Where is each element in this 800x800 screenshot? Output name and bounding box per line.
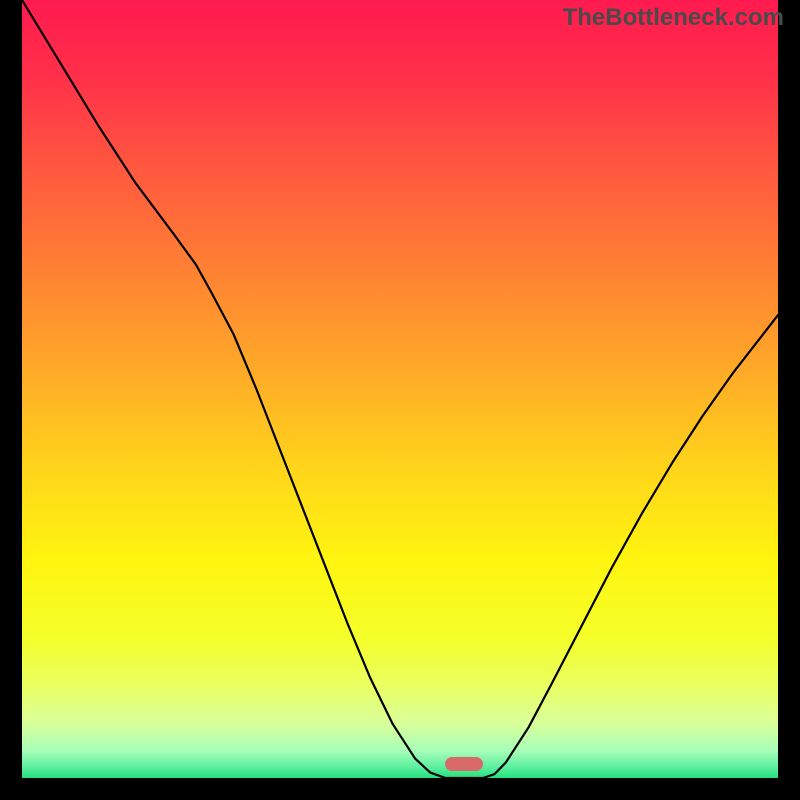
bottleneck-curve [22,0,778,778]
plot-area [22,0,778,778]
watermark-text: TheBottleneck.com [563,4,784,32]
optimal-point-marker [445,757,483,771]
